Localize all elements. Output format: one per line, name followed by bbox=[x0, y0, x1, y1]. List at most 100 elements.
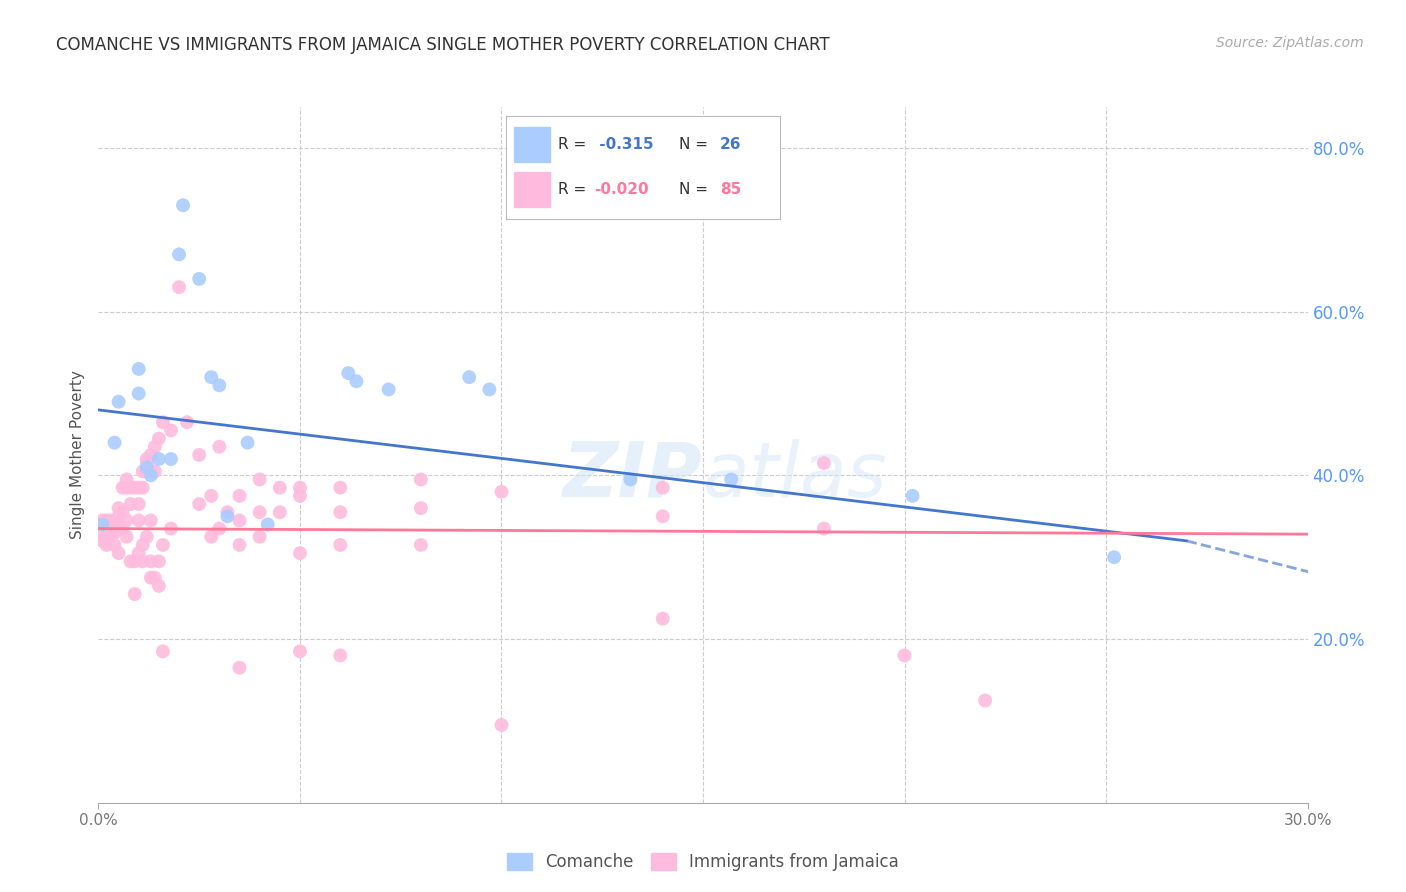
Point bbox=[115, 530, 138, 544]
Point bbox=[139, 448, 162, 462]
Point bbox=[103, 517, 125, 532]
Point bbox=[111, 522, 134, 536]
Point bbox=[148, 432, 170, 446]
Point bbox=[160, 522, 183, 536]
Point bbox=[96, 530, 118, 544]
Point bbox=[103, 513, 125, 527]
Point bbox=[269, 505, 291, 519]
Point bbox=[160, 452, 183, 467]
Point bbox=[132, 538, 155, 552]
Point bbox=[167, 247, 190, 261]
Point bbox=[148, 452, 170, 467]
Point bbox=[217, 505, 239, 519]
Point bbox=[249, 505, 271, 519]
Point bbox=[208, 522, 231, 536]
Point bbox=[329, 538, 352, 552]
Point bbox=[115, 513, 138, 527]
Point bbox=[651, 612, 673, 626]
Point bbox=[107, 517, 129, 532]
Point bbox=[228, 661, 250, 675]
Point bbox=[100, 530, 122, 544]
Point bbox=[107, 394, 129, 409]
Point bbox=[152, 644, 174, 658]
Point bbox=[172, 198, 194, 212]
Point bbox=[1102, 550, 1125, 565]
Point bbox=[228, 489, 250, 503]
Point bbox=[200, 489, 222, 503]
Point bbox=[152, 415, 174, 429]
Point bbox=[228, 513, 250, 527]
Point bbox=[217, 509, 239, 524]
Point bbox=[120, 481, 142, 495]
Point bbox=[236, 435, 259, 450]
Point bbox=[91, 513, 114, 527]
Point bbox=[107, 509, 129, 524]
Point bbox=[103, 525, 125, 540]
Point bbox=[128, 386, 150, 401]
Text: R =: R = bbox=[558, 137, 592, 153]
Point bbox=[103, 435, 125, 450]
Point bbox=[132, 481, 155, 495]
Text: R =: R = bbox=[558, 182, 592, 197]
Point bbox=[91, 517, 114, 532]
Text: COMANCHE VS IMMIGRANTS FROM JAMAICA SINGLE MOTHER POVERTY CORRELATION CHART: COMANCHE VS IMMIGRANTS FROM JAMAICA SING… bbox=[56, 36, 830, 54]
Point bbox=[160, 423, 183, 437]
Point bbox=[152, 538, 174, 552]
Point bbox=[974, 693, 997, 707]
Point bbox=[491, 718, 513, 732]
Point bbox=[148, 554, 170, 568]
Point bbox=[96, 517, 118, 532]
Text: -0.315: -0.315 bbox=[593, 137, 654, 153]
Point bbox=[288, 644, 311, 658]
Point bbox=[288, 489, 311, 503]
Point bbox=[91, 517, 114, 532]
Point bbox=[651, 509, 673, 524]
Text: ZIP: ZIP bbox=[564, 439, 703, 513]
Point bbox=[103, 538, 125, 552]
Point bbox=[135, 456, 157, 470]
Point bbox=[128, 362, 150, 376]
Point bbox=[139, 554, 162, 568]
Point bbox=[124, 481, 146, 495]
Point bbox=[249, 473, 271, 487]
Point bbox=[651, 481, 673, 495]
Bar bbox=[515, 128, 550, 162]
Point bbox=[139, 513, 162, 527]
Point bbox=[100, 513, 122, 527]
Point bbox=[135, 460, 157, 475]
Point bbox=[132, 554, 155, 568]
Point bbox=[491, 484, 513, 499]
Point bbox=[124, 554, 146, 568]
Legend: Comanche, Immigrants from Jamaica: Comanche, Immigrants from Jamaica bbox=[501, 847, 905, 878]
Point bbox=[143, 440, 166, 454]
Point bbox=[100, 522, 122, 536]
Bar bbox=[515, 172, 550, 207]
Point bbox=[96, 513, 118, 527]
Point bbox=[120, 497, 142, 511]
Point bbox=[200, 370, 222, 384]
Point bbox=[128, 497, 150, 511]
Point bbox=[409, 473, 432, 487]
Text: N =: N = bbox=[679, 182, 713, 197]
Point bbox=[269, 481, 291, 495]
Point bbox=[120, 554, 142, 568]
Point bbox=[208, 378, 231, 392]
Point bbox=[893, 648, 915, 663]
Point bbox=[188, 497, 211, 511]
Point bbox=[813, 522, 835, 536]
Point bbox=[256, 517, 278, 532]
Point bbox=[188, 448, 211, 462]
Text: -0.020: -0.020 bbox=[593, 182, 648, 197]
Point bbox=[91, 533, 114, 548]
Point bbox=[148, 579, 170, 593]
Point bbox=[115, 481, 138, 495]
Text: 26: 26 bbox=[720, 137, 741, 153]
Point bbox=[188, 272, 211, 286]
Point bbox=[337, 366, 360, 380]
Point bbox=[111, 505, 134, 519]
Point bbox=[619, 473, 641, 487]
Point bbox=[143, 571, 166, 585]
Text: Source: ZipAtlas.com: Source: ZipAtlas.com bbox=[1216, 36, 1364, 50]
Text: atlas: atlas bbox=[703, 439, 887, 513]
Point bbox=[329, 648, 352, 663]
